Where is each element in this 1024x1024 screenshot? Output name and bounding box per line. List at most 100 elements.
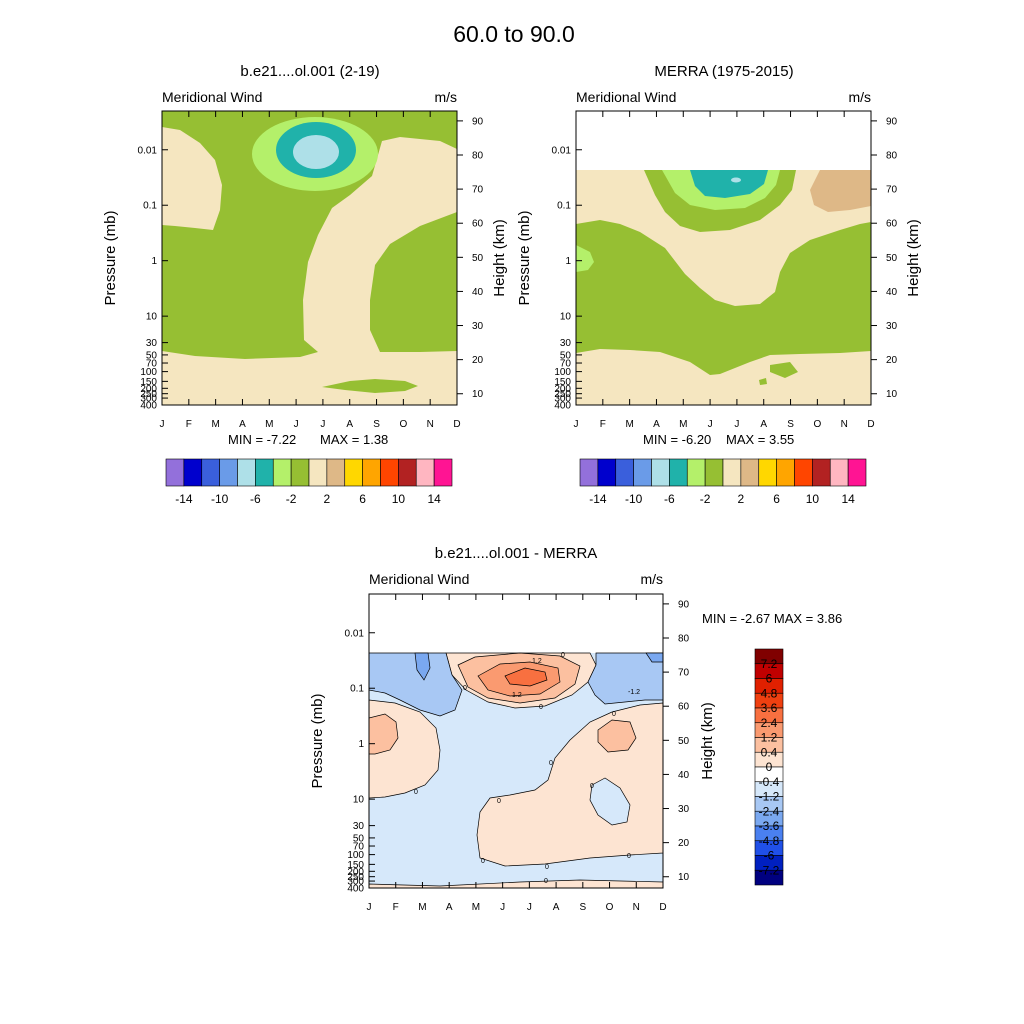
pressure-tick-label: 30 [353, 821, 365, 832]
x-tick-label: S [373, 419, 380, 430]
panel-model-min-label: MIN = -7.22 [228, 432, 296, 447]
panel-merra-region-lower-green [576, 220, 871, 375]
height-tick-label: 30 [472, 321, 484, 332]
pressure-tick-label: 150 [554, 377, 571, 388]
x-tick-label: F [600, 419, 606, 430]
colorbar-label: 14 [427, 492, 441, 506]
panel-difference-region-blue-upper-right [587, 652, 663, 705]
height-tick-label: 60 [886, 219, 898, 230]
panel-difference-ylabel-right: Height (km) [699, 702, 716, 780]
pressure-tick-label: 10 [353, 795, 365, 806]
contour-label: 0 [544, 878, 548, 885]
x-tick-label: J [708, 419, 713, 430]
colorbar-swatch [326, 458, 346, 487]
panel-model-variable-label: Meridional Wind [162, 89, 262, 105]
panel-merra-title: MERRA (1975-2015) [654, 63, 793, 80]
pressure-tick-label: 30 [146, 338, 158, 349]
colorbar-swatch [651, 458, 670, 487]
x-tick-label: J [294, 419, 299, 430]
x-tick-label: A [653, 419, 660, 430]
x-tick-label: J [500, 902, 505, 913]
x-tick-label: S [579, 902, 586, 913]
panel-merra-region-tan [810, 170, 871, 212]
colorbar-swatch [597, 458, 617, 487]
colorbar-label: -2 [286, 492, 297, 506]
x-tick-label: M [211, 419, 219, 430]
pressure-tick-label: 200 [140, 384, 157, 395]
contour-label: 0 [549, 760, 553, 767]
panel-model-units-label: m/s [434, 89, 457, 105]
pressure-tick-label: 1 [358, 739, 364, 750]
contour-label: 0 [497, 798, 501, 805]
x-tick-label: J [574, 419, 579, 430]
height-tick-label: 10 [886, 389, 898, 400]
colorbar-label: 6 [766, 672, 773, 686]
height-tick-label: 90 [678, 599, 690, 610]
pressure-tick-label: 400 [554, 401, 571, 412]
colorbar-swatch [740, 458, 760, 487]
x-tick-label: O [813, 419, 821, 430]
height-tick-label: 50 [886, 253, 898, 264]
panel-merra-region-jet-teal [690, 170, 768, 198]
panel-merra-min-label: MIN = -6.20 [643, 432, 711, 447]
pressure-tick-label: 1 [565, 256, 571, 267]
colorbar-swatch [398, 458, 417, 487]
colorbar-label: -1.2 [759, 790, 780, 804]
height-tick-label: 10 [678, 872, 690, 883]
pressure-tick-label: 100 [347, 850, 364, 861]
colorbar-swatch [165, 458, 185, 487]
height-tick-label: 20 [886, 355, 898, 366]
height-tick-label: 80 [886, 150, 898, 161]
panel-difference-region-salmon-right [597, 719, 637, 753]
colorbar-swatch [829, 458, 849, 487]
panel-merra-missing-top [576, 111, 871, 170]
height-tick-label: 70 [472, 185, 484, 196]
colorbar-swatch [415, 458, 435, 487]
pressure-tick-label: 10 [560, 312, 572, 323]
x-tick-label: N [427, 419, 434, 430]
pressure-tick-label: 10 [146, 312, 158, 323]
colorbar-swatch [758, 458, 777, 487]
height-tick-label: 90 [472, 116, 484, 127]
colorbar-swatch [308, 458, 328, 487]
pressure-tick-label: 70 [560, 359, 572, 370]
colorbar-label: -0.4 [759, 775, 780, 789]
colorbar-swatch [237, 458, 256, 487]
pressure-tick-label: 0.01 [552, 145, 572, 156]
panel-model-region-jet-core [293, 135, 339, 169]
panel-model-frame [161, 110, 458, 406]
x-tick-label: A [239, 419, 246, 430]
pressure-tick-label: 1 [151, 256, 157, 267]
colorbar-label: 10 [392, 492, 406, 506]
contour-label: 0 [414, 789, 418, 796]
pressure-tick-label: 0.1 [350, 684, 364, 695]
x-tick-label: O [606, 902, 614, 913]
pressure-tick-label: 50 [560, 350, 572, 361]
pressure-tick-label: 300 [554, 394, 571, 405]
panel-difference-contour-labels: 1.2 1.2 -1.2 0 0 0 0 0 0 0 0 0 0 0 0 [414, 652, 640, 885]
x-tick-label: F [393, 902, 399, 913]
x-tick-label: D [453, 419, 460, 430]
contour-label: 1.2 [532, 658, 542, 665]
contour-label: 0 [481, 858, 485, 865]
colorbar-label: -2.4 [759, 804, 780, 818]
contour-label: 0 [463, 685, 467, 692]
height-tick-label: 90 [886, 116, 898, 127]
panel-merra-colorbar: -14 -10 -6 -2 2 6 10 14 [579, 458, 867, 506]
panel-difference-region-blue-upper-left [369, 652, 463, 717]
height-tick-label: 50 [678, 736, 690, 747]
pressure-tick-label: 250 [140, 389, 157, 400]
panel-merra-units-label: m/s [848, 89, 871, 105]
panel-difference-region-positive-bottom [369, 879, 663, 888]
height-tick-label: 70 [886, 185, 898, 196]
colorbar-label: -14 [175, 492, 193, 506]
colorbar-label: 7.2 [761, 657, 778, 671]
colorbar-swatch [380, 458, 399, 487]
colorbar-label: 0.4 [761, 745, 778, 759]
colorbar-label: 2.4 [761, 716, 778, 730]
x-tick-label: N [841, 419, 848, 430]
colorbar-label: -14 [589, 492, 607, 506]
colorbar-swatch [433, 458, 453, 487]
